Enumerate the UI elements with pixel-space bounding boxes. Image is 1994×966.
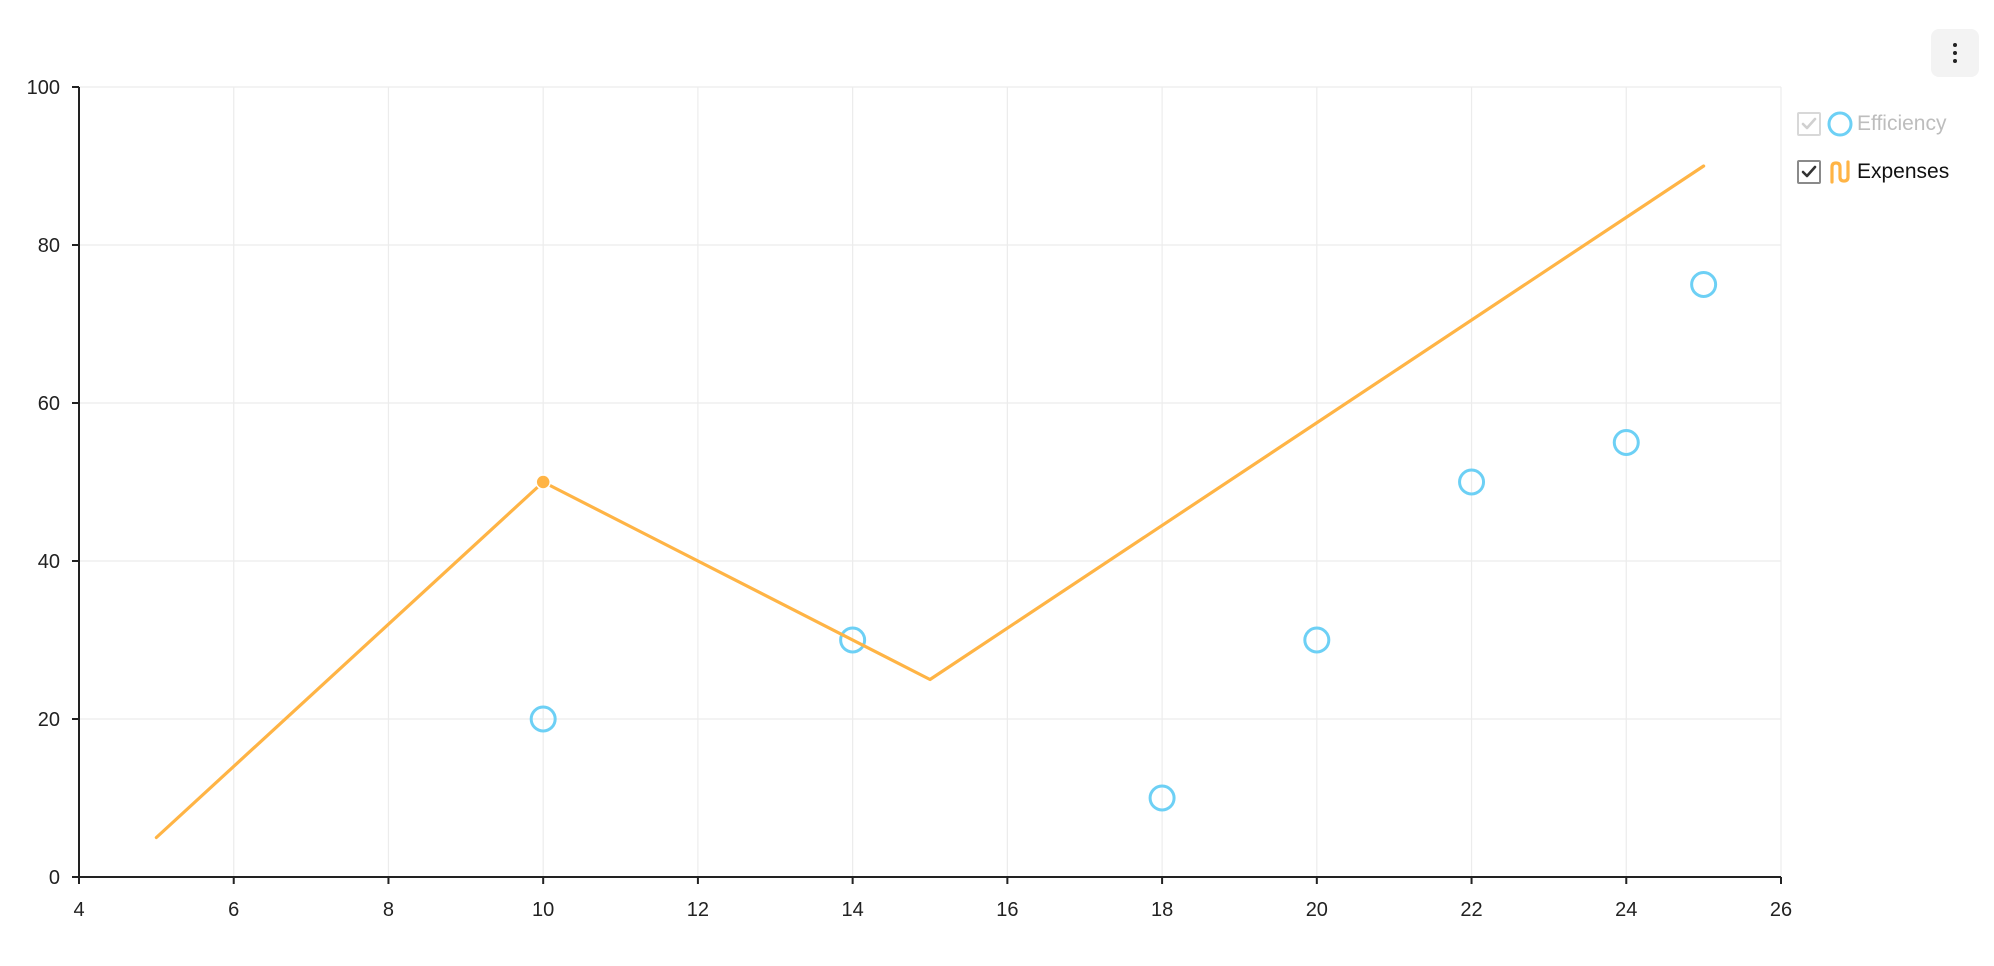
check-icon (1801, 117, 1817, 130)
x-tick-label: 14 (842, 899, 864, 921)
series-layer (154, 164, 1718, 840)
x-tick-label: 22 (1460, 899, 1482, 921)
legend-checkbox-efficiency[interactable] (1797, 112, 1821, 136)
x-tick-label: 8 (383, 899, 394, 921)
y-tick-label: 60 (38, 393, 60, 415)
x-tick-label: 20 (1306, 899, 1328, 921)
x-tick-label: 4 (73, 899, 84, 921)
x-tick-label: 18 (1151, 899, 1173, 921)
x-tick-label: 24 (1615, 899, 1637, 921)
menu-dot (1953, 59, 1957, 63)
data-point-efficiency[interactable] (1303, 626, 1331, 654)
chart-menu-button[interactable] (1931, 29, 1979, 77)
menu-dot (1953, 51, 1957, 55)
axes-layer: 0 20 40 60 80 100 4 6 8 10 12 14 16 18 20 22 24 26 (27, 77, 1793, 921)
y-tick-label: 80 (38, 235, 60, 257)
y-tick-label: 0 (49, 867, 60, 889)
legend-item-expenses[interactable]: Expenses (1797, 158, 1987, 186)
series-line-expenses (154, 164, 1706, 840)
x-tick-label: 6 (228, 899, 239, 921)
y-tick-label: 20 (38, 709, 60, 731)
legend-label-expenses: Expenses (1857, 160, 1950, 183)
data-point-efficiency[interactable] (529, 705, 557, 733)
hollow-circle-icon (1825, 110, 1855, 138)
y-tick-label: 40 (38, 551, 60, 573)
data-point-efficiency[interactable] (1612, 429, 1640, 456)
legend-item-efficiency[interactable]: Efficiency (1797, 110, 1987, 138)
chart-legend: Efficiency Expenses (1797, 110, 1987, 206)
x-tick-label: 26 (1770, 899, 1792, 921)
x-tick-label: 16 (996, 899, 1018, 921)
line-series-icon (1825, 158, 1855, 186)
x-tick-label: 10 (532, 899, 554, 921)
x-tick-label: 12 (687, 899, 709, 921)
data-point-efficiency[interactable] (1458, 468, 1486, 496)
data-point-efficiency[interactable] (1690, 271, 1718, 298)
grid-layer (78, 86, 1782, 878)
data-point-efficiency[interactable] (1148, 784, 1176, 812)
legend-label-efficiency: Efficiency (1857, 112, 1947, 135)
y-tick-label: 100 (27, 77, 60, 99)
check-icon (1801, 165, 1817, 178)
legend-checkbox-expenses[interactable] (1797, 160, 1821, 184)
menu-dot (1953, 43, 1957, 47)
series-highlight-point-expenses[interactable] (535, 474, 551, 490)
data-point-efficiency[interactable] (839, 626, 867, 654)
